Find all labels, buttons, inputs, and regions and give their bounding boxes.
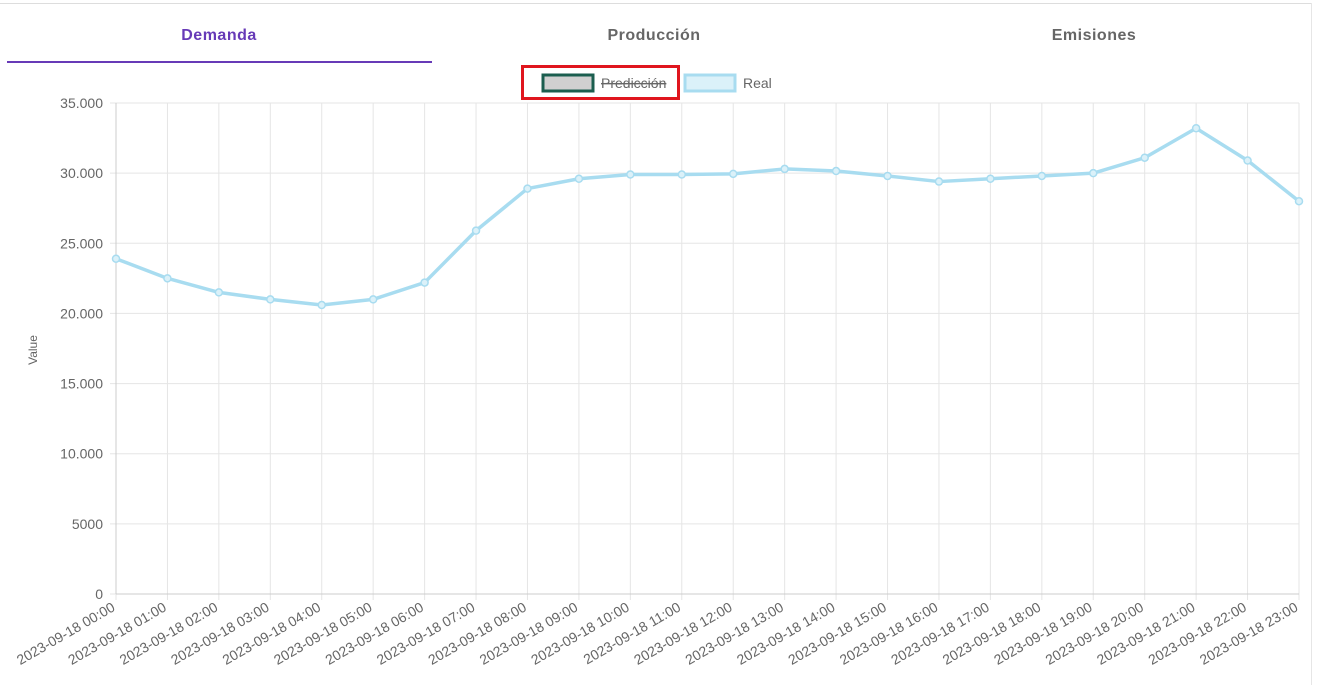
point bbox=[420, 278, 429, 287]
y-tick-label: 20.000 bbox=[60, 305, 103, 321]
point bbox=[728, 169, 738, 179]
point bbox=[1140, 153, 1149, 162]
legend-label[interactable]: Real bbox=[743, 75, 772, 91]
y-tick-label: 10.000 bbox=[60, 446, 103, 462]
point bbox=[1037, 171, 1047, 181]
y-tick-label: 0 bbox=[95, 586, 103, 602]
point bbox=[986, 174, 995, 184]
point bbox=[1089, 168, 1098, 178]
tab[interactable]: Demanda bbox=[181, 27, 257, 44]
point bbox=[1294, 196, 1304, 206]
point bbox=[523, 184, 532, 193]
legend-label[interactable]: Predicción bbox=[601, 75, 666, 91]
point bbox=[1191, 124, 1201, 133]
y-tick-label: 15.000 bbox=[60, 376, 103, 392]
series-line bbox=[115, 126, 1301, 307]
point bbox=[368, 295, 378, 304]
tab[interactable]: Emisiones bbox=[1052, 27, 1137, 44]
point bbox=[1243, 156, 1252, 165]
y-tick-label: 25.000 bbox=[60, 235, 103, 251]
point bbox=[934, 177, 944, 186]
point bbox=[471, 226, 481, 235]
point bbox=[574, 174, 584, 184]
point bbox=[677, 170, 687, 179]
y-axis-title: Value bbox=[26, 335, 40, 365]
legend: Predicción Real bbox=[541, 73, 772, 93]
legend-swatch[interactable] bbox=[683, 73, 737, 93]
legend-swatch[interactable] bbox=[541, 73, 595, 93]
point bbox=[831, 166, 841, 176]
tab[interactable]: Producción bbox=[607, 27, 700, 44]
point bbox=[883, 171, 892, 181]
point bbox=[111, 254, 121, 263]
point bbox=[266, 295, 275, 304]
y-tick-label: 5000 bbox=[72, 516, 103, 532]
point bbox=[626, 170, 635, 179]
point bbox=[163, 274, 172, 283]
highlight-box bbox=[521, 65, 680, 100]
y-tick-label: 35.000 bbox=[60, 95, 103, 111]
point bbox=[780, 164, 789, 174]
point bbox=[214, 288, 224, 297]
point bbox=[317, 300, 326, 310]
tab-bar: Demanda Producción Emisiones bbox=[181, 27, 1136, 44]
y-tick-label: 30.000 bbox=[60, 165, 103, 181]
tab-indicator bbox=[7, 61, 432, 63]
